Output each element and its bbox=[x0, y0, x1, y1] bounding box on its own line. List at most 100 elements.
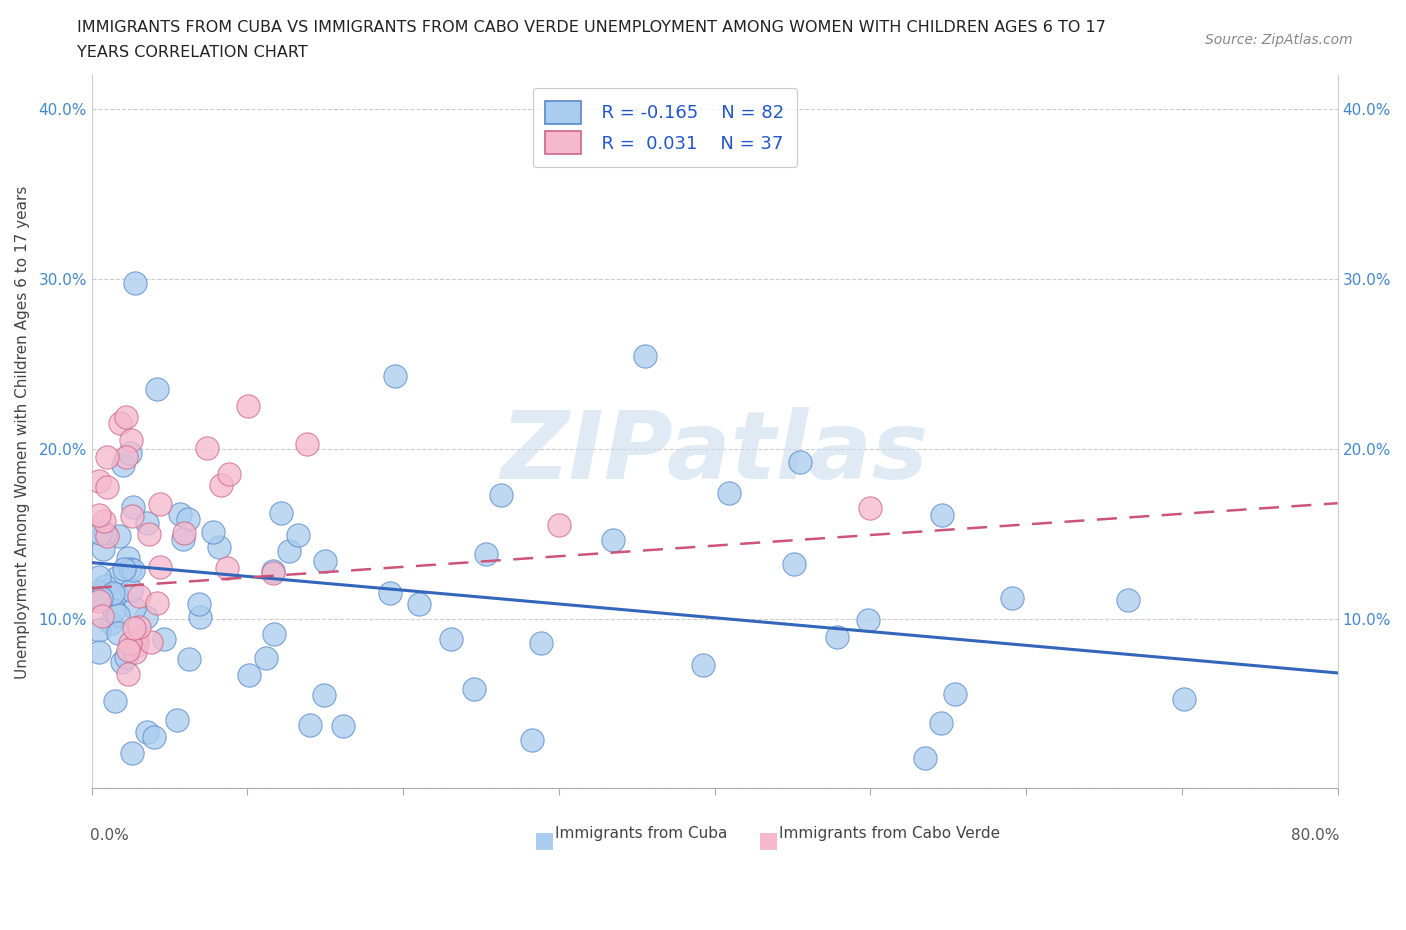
Point bbox=[91, 541, 114, 556]
Point bbox=[914, 751, 936, 765]
Point bbox=[120, 433, 142, 448]
Point bbox=[122, 601, 145, 616]
Point bbox=[169, 507, 191, 522]
Point bbox=[263, 626, 285, 641]
Legend:   R = -0.165    N = 82,   R =  0.031    N = 37: R = -0.165 N = 82, R = 0.031 N = 37 bbox=[533, 88, 797, 167]
Point bbox=[179, 651, 201, 666]
Point bbox=[89, 508, 111, 523]
Point bbox=[530, 635, 553, 650]
Point bbox=[380, 586, 402, 601]
Point bbox=[108, 529, 131, 544]
Point bbox=[149, 497, 172, 512]
Point bbox=[117, 551, 139, 565]
Point bbox=[121, 745, 143, 760]
Point bbox=[295, 436, 318, 451]
Point bbox=[633, 348, 655, 363]
Point bbox=[93, 513, 115, 528]
Point bbox=[111, 655, 134, 670]
Point bbox=[125, 637, 148, 652]
Point bbox=[945, 686, 967, 701]
Point bbox=[136, 516, 159, 531]
Text: Immigrants from Cabo Verde: Immigrants from Cabo Verde bbox=[779, 826, 1001, 841]
Point bbox=[1116, 592, 1139, 607]
Point bbox=[489, 487, 512, 502]
Point bbox=[783, 557, 806, 572]
Point bbox=[202, 525, 225, 539]
Point bbox=[124, 644, 146, 659]
Point bbox=[146, 382, 169, 397]
Point bbox=[104, 587, 127, 602]
Text: IMMIGRANTS FROM CUBA VS IMMIGRANTS FROM CABO VERDE UNEMPLOYMENT AMONG WOMEN WITH: IMMIGRANTS FROM CUBA VS IMMIGRANTS FROM … bbox=[77, 20, 1107, 35]
Point bbox=[117, 666, 139, 681]
Point bbox=[89, 644, 111, 659]
Point bbox=[931, 508, 953, 523]
Text: Immigrants from Cuba: Immigrants from Cuba bbox=[555, 826, 727, 841]
Point bbox=[145, 595, 167, 610]
Point bbox=[440, 631, 463, 646]
Point bbox=[1173, 691, 1195, 706]
Point bbox=[931, 715, 953, 730]
Point bbox=[141, 634, 163, 649]
Text: 0.0%: 0.0% bbox=[90, 828, 129, 843]
Point bbox=[208, 539, 231, 554]
Point bbox=[114, 410, 136, 425]
Point bbox=[89, 474, 111, 489]
Point bbox=[93, 525, 115, 540]
Point bbox=[408, 596, 430, 611]
Point bbox=[218, 467, 240, 482]
Point bbox=[172, 531, 194, 546]
Point bbox=[105, 571, 128, 586]
Point bbox=[122, 620, 145, 635]
Point bbox=[115, 450, 138, 465]
Point bbox=[384, 368, 406, 383]
Point bbox=[789, 455, 811, 470]
Point bbox=[463, 682, 485, 697]
Point bbox=[177, 512, 200, 526]
Point bbox=[332, 718, 354, 733]
Point bbox=[142, 730, 165, 745]
Text: YEARS CORRELATION CHART: YEARS CORRELATION CHART bbox=[77, 45, 308, 60]
Point bbox=[135, 610, 157, 625]
Point bbox=[209, 478, 232, 493]
Point bbox=[121, 509, 143, 524]
Point bbox=[548, 518, 571, 533]
Point bbox=[112, 562, 135, 577]
Text: 80.0%: 80.0% bbox=[1291, 828, 1339, 843]
Point bbox=[108, 416, 131, 431]
Point bbox=[825, 629, 848, 644]
Point bbox=[104, 694, 127, 709]
Point bbox=[262, 566, 284, 581]
Point bbox=[166, 713, 188, 728]
Point bbox=[173, 525, 195, 540]
Point bbox=[187, 597, 209, 612]
Point bbox=[859, 501, 882, 516]
Point bbox=[112, 458, 135, 472]
Point bbox=[89, 584, 111, 599]
Point bbox=[103, 603, 125, 618]
Point bbox=[115, 649, 138, 664]
Point bbox=[692, 658, 714, 672]
Point bbox=[153, 631, 176, 646]
Point bbox=[107, 607, 129, 622]
Point bbox=[856, 613, 879, 628]
Point bbox=[107, 626, 129, 641]
Point bbox=[120, 582, 142, 597]
Point bbox=[124, 275, 146, 290]
Point bbox=[236, 398, 259, 413]
Point bbox=[287, 527, 309, 542]
Point bbox=[96, 480, 118, 495]
Point bbox=[96, 449, 118, 464]
Point bbox=[475, 546, 498, 561]
Point bbox=[314, 554, 336, 569]
Point bbox=[94, 578, 117, 593]
Point bbox=[89, 591, 111, 605]
Point bbox=[254, 651, 277, 666]
Point bbox=[101, 586, 124, 601]
Point bbox=[89, 622, 111, 637]
Point bbox=[128, 589, 150, 604]
Point bbox=[91, 609, 114, 624]
Point bbox=[298, 717, 321, 732]
Point bbox=[120, 445, 142, 460]
Point bbox=[190, 610, 212, 625]
Point bbox=[1001, 591, 1024, 605]
